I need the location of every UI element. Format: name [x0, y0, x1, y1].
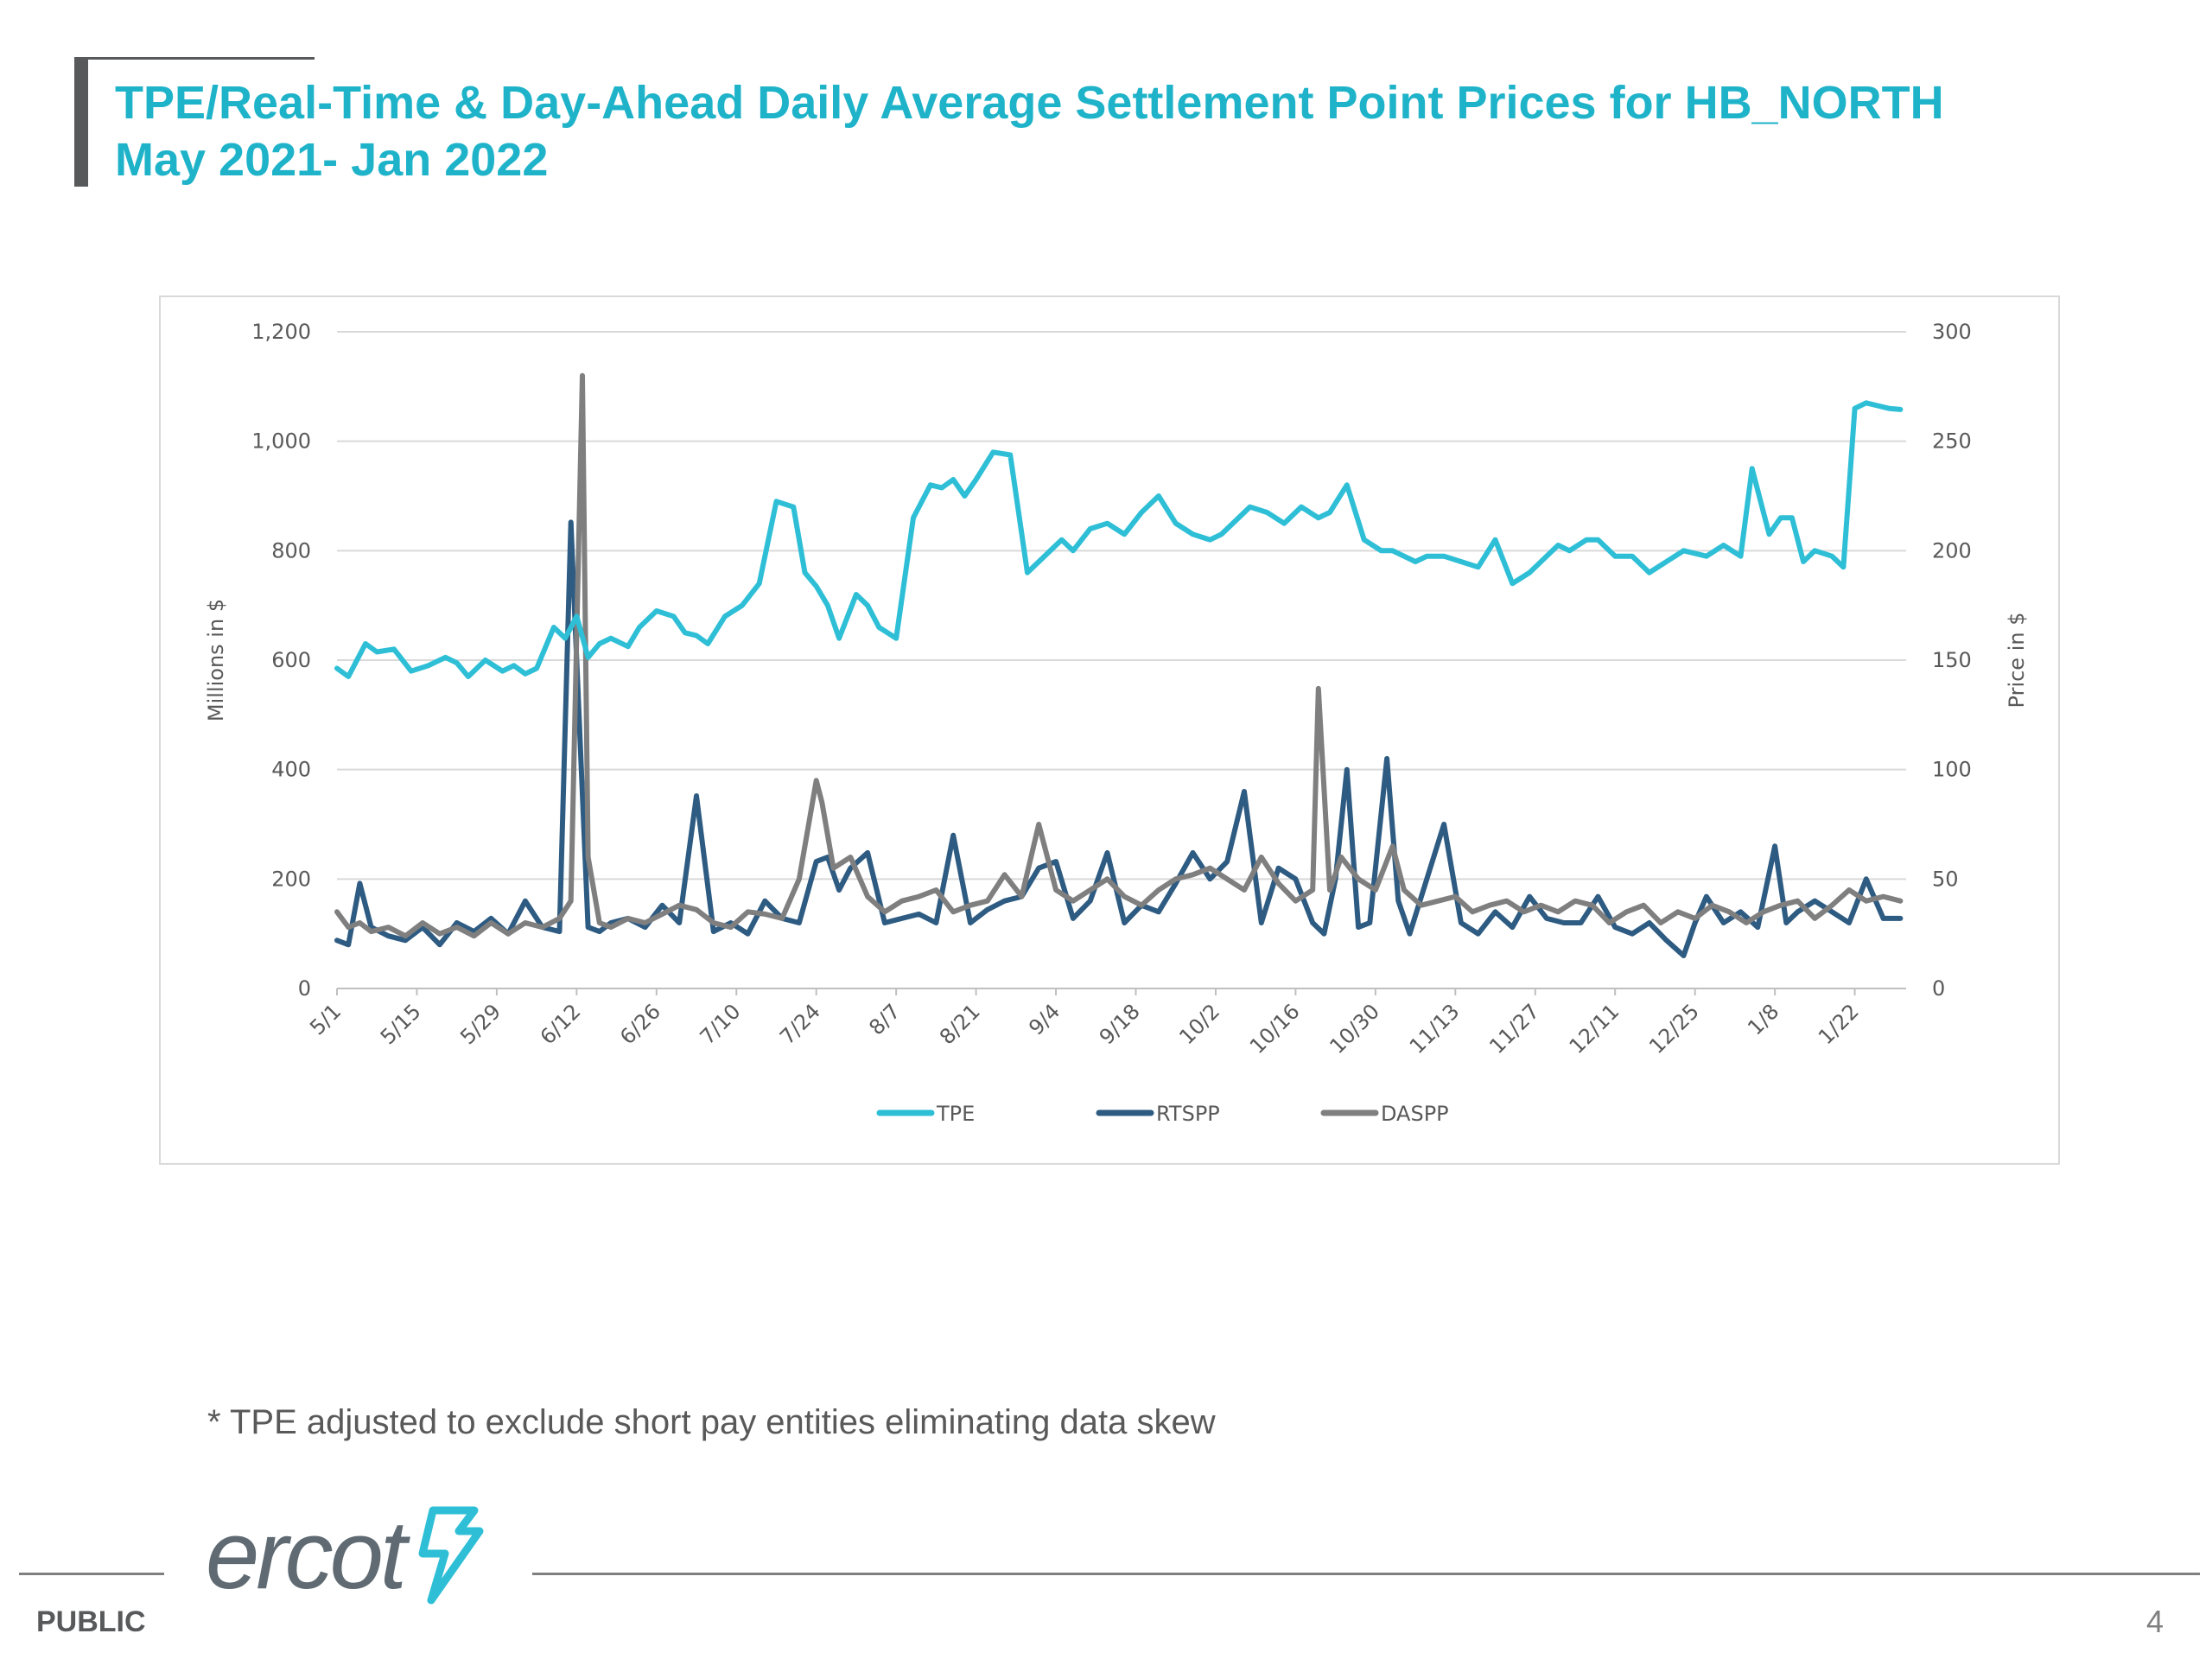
- y2-tick-label: 100: [1932, 758, 1972, 782]
- x-tick-label: 9/18: [1095, 999, 1145, 1049]
- x-tick-label: 5/29: [455, 999, 505, 1049]
- x-tick-label: 10/16: [1245, 999, 1305, 1058]
- logo-wordmark: ercot: [206, 1501, 407, 1609]
- y2-tick-label: 200: [1932, 538, 1972, 563]
- price-chart: 0 200 400 600 800 1,000 1,200 0 50 100 150 200 250 30…: [204, 320, 2029, 1126]
- legend-label-rtspp: RTSPP: [1156, 1102, 1220, 1126]
- y2-tick-label: 300: [1932, 320, 1972, 344]
- x-tick-label: 8/21: [935, 999, 985, 1049]
- x-tick-label: 11/13: [1405, 999, 1465, 1058]
- ercot-logo: ercot: [206, 1503, 485, 1607]
- series-line-tpe: [334, 400, 1904, 679]
- y-tick-label: 0: [298, 976, 311, 1001]
- y-axis-title: Millions in $: [204, 599, 228, 721]
- footer-rule-left: [19, 1573, 164, 1575]
- page-number: 4: [2145, 1604, 2164, 1639]
- lightning-bolt-icon: [418, 1506, 484, 1605]
- y-tick-label: 200: [271, 867, 311, 891]
- slide-title: TPE/Real-Time & Day-Ahead Daily Average …: [115, 74, 2145, 188]
- y-tick-label: 1,200: [251, 320, 311, 344]
- y2-tick-label: 0: [1932, 976, 1945, 1001]
- footnote: * TPE adjusted to exclude short pay enti…: [207, 1403, 1216, 1441]
- x-tick-label: 7/24: [775, 999, 825, 1049]
- x-tick-label: 12/25: [1644, 999, 1704, 1058]
- chart-frame: 0 200 400 600 800 1,000 1,200 0 50 100 150 200 250 30…: [159, 296, 2060, 1165]
- y2-tick-label: 250: [1932, 429, 1972, 454]
- footer-classification: PUBLIC: [36, 1605, 146, 1638]
- x-tick-label: 5/1: [305, 999, 346, 1039]
- x-tick-label: 5/15: [376, 999, 426, 1049]
- title-line-2: May 2021- Jan 2022: [115, 134, 549, 186]
- x-tick-label: 12/11: [1565, 999, 1624, 1058]
- title-line-1: TPE/Real-Time & Day-Ahead Daily Average …: [115, 77, 1944, 129]
- x-tick-label: 9/4: [1024, 999, 1065, 1039]
- x-tick-label: 6/26: [615, 999, 665, 1049]
- y2-tick-label: 150: [1932, 648, 1972, 672]
- x-tick-label: 7/10: [696, 999, 746, 1049]
- x-tick-label: 11/27: [1484, 999, 1544, 1058]
- series-line-daspp: [334, 372, 1904, 939]
- x-tick-label: 1/22: [1814, 999, 1864, 1049]
- footer-rule-right: [532, 1573, 2200, 1575]
- x-tick-label: 10/30: [1325, 999, 1384, 1058]
- x-tick-label: 8/7: [864, 999, 905, 1039]
- y2-axis-title: Price in $: [2005, 613, 2029, 709]
- title-top-rule: [74, 57, 315, 60]
- y-tick-label: 600: [271, 648, 311, 672]
- x-tick-label: 1/8: [1743, 999, 1783, 1039]
- y2-tick-label: 50: [1932, 867, 1959, 891]
- y-tick-label: 800: [271, 538, 311, 563]
- legend-label-tpe: TPE: [936, 1102, 975, 1126]
- y-tick-label: 1,000: [251, 429, 311, 454]
- x-tick-label: 10/2: [1174, 999, 1224, 1049]
- title-accent-bar: [74, 57, 88, 187]
- x-tick-label: 6/12: [536, 999, 586, 1049]
- legend-label-daspp: DASPP: [1381, 1102, 1449, 1126]
- y-tick-label: 400: [271, 758, 311, 782]
